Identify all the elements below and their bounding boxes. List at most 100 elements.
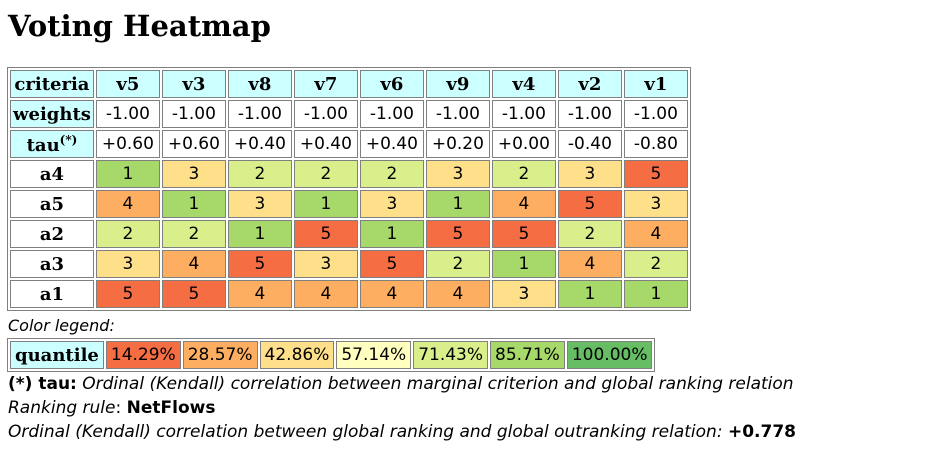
heatmap-cell: 1 — [491, 250, 556, 278]
column-header-v5: v5 — [95, 70, 160, 98]
tau-value: +0.20 — [425, 130, 490, 158]
tau-value: -0.80 — [623, 130, 688, 158]
heatmap-cell: 2 — [425, 250, 490, 278]
tau-footnote-key: (*) tau: — [8, 374, 77, 394]
heatmap-cell: 4 — [557, 250, 622, 278]
weight-value: -1.00 — [95, 100, 160, 128]
tau-value: +0.40 — [227, 130, 292, 158]
heatmap-cell: 3 — [623, 190, 688, 218]
legend-swatch: 57.14% — [336, 341, 412, 369]
tau-value: +0.00 — [491, 130, 556, 158]
heatmap-cell: 4 — [161, 250, 226, 278]
heatmap-cell: 5 — [95, 280, 160, 308]
heatmap-cell: 1 — [95, 160, 160, 188]
heatmap-cell: 1 — [161, 190, 226, 218]
criteria-header: criteria — [10, 70, 94, 98]
weight-value: -1.00 — [623, 100, 688, 128]
tau-footnote: (*) tau: Ordinal (Kendall) correlation b… — [8, 374, 794, 394]
weight-value: -1.00 — [425, 100, 490, 128]
heatmap-cell: 1 — [425, 190, 490, 218]
alternative-row-a2: a2 2 2 1 5 1 5 5 2 4 — [10, 220, 688, 248]
heatmap-cell: 3 — [161, 160, 226, 188]
column-header-v3: v3 — [161, 70, 226, 98]
tau-footnote-marker: (*) — [59, 132, 78, 147]
weight-value: -1.00 — [293, 100, 358, 128]
heatmap-cell: 4 — [359, 280, 424, 308]
alternative-row-a5: a5 4 1 3 1 3 1 4 5 3 — [10, 190, 688, 218]
alternative-row-a1: a1 5 5 4 4 4 4 3 1 1 — [10, 280, 688, 308]
legend-swatch: 100.00% — [566, 341, 653, 369]
heatmap-cell: 1 — [623, 280, 688, 308]
legend-row: quantile 14.29% 28.57% 42.86% 57.14% 71.43% 85… — [10, 341, 653, 369]
alternative-row-a4: a4 1 3 2 2 2 3 2 3 5 — [10, 160, 688, 188]
global-correlation-value: +0.778 — [727, 422, 796, 442]
ranking-rule-label: Ranking rule — [8, 398, 116, 418]
page-title: Voting Heatmap — [8, 9, 271, 43]
column-header-v7: v7 — [293, 70, 358, 98]
column-header-v8: v8 — [227, 70, 292, 98]
weight-value: -1.00 — [227, 100, 292, 128]
alternative-row-a3: a3 3 4 5 3 5 2 1 4 2 — [10, 250, 688, 278]
weight-value: -1.00 — [491, 100, 556, 128]
heatmap-cell: 3 — [293, 250, 358, 278]
color-legend-table: quantile 14.29% 28.57% 42.86% 57.14% 71.43% 85… — [7, 338, 656, 372]
heatmap-cell: 2 — [227, 160, 292, 188]
heatmap-cell: 2 — [491, 160, 556, 188]
heatmap-cell: 2 — [557, 220, 622, 248]
heatmap-cell: 5 — [425, 220, 490, 248]
legend-swatch: 14.29% — [105, 341, 181, 369]
tau-value: -0.40 — [557, 130, 622, 158]
legend-swatch: 85.71% — [490, 341, 565, 369]
column-header-v1: v1 — [623, 70, 688, 98]
heatmap-cell: 5 — [491, 220, 556, 248]
legend-swatch: 28.57% — [182, 341, 258, 369]
heatmap-cell: 2 — [293, 160, 358, 188]
heatmap-cell: 1 — [293, 190, 358, 218]
legend-title: Color legend: — [8, 316, 115, 335]
weights-header: weights — [10, 100, 94, 128]
weight-value: -1.00 — [359, 100, 424, 128]
alternative-label: a4 — [10, 160, 94, 188]
heatmap-cell: 4 — [95, 190, 160, 218]
heatmap-cell: 2 — [161, 220, 226, 248]
legend-swatch: 71.43% — [413, 341, 489, 369]
ranking-rule: Ranking rule: NetFlows — [8, 398, 215, 418]
heatmap-cell: 1 — [557, 280, 622, 308]
tau-value: +0.60 — [95, 130, 160, 158]
column-header-v4: v4 — [491, 70, 556, 98]
heatmap-cell: 3 — [227, 190, 292, 218]
tau-header: tau(*) — [10, 130, 94, 158]
header-row: criteria v5 v3 v8 v7 v6 v9 v4 v2 v1 — [10, 70, 688, 98]
heatmap-cell: 5 — [227, 250, 292, 278]
legend-quantile-label: quantile — [10, 341, 104, 369]
heatmap-cell: 3 — [95, 250, 160, 278]
column-header-v2: v2 — [557, 70, 622, 98]
heatmap-cell: 1 — [227, 220, 292, 248]
heatmap-cell: 2 — [95, 220, 160, 248]
weight-value: -1.00 — [557, 100, 622, 128]
heatmap-cell: 3 — [359, 190, 424, 218]
alternative-label: a3 — [10, 250, 94, 278]
tau-row: tau(*) +0.60 +0.60 +0.40 +0.40 +0.40 +0.20 +0.0… — [10, 130, 688, 158]
ranking-rule-sep: : — [115, 398, 127, 418]
legend-swatch: 42.86% — [259, 341, 335, 369]
heatmap-cell: 4 — [623, 220, 688, 248]
heatmap-cell: 4 — [293, 280, 358, 308]
heatmap-cell: 5 — [557, 190, 622, 218]
heatmap-cell: 1 — [359, 220, 424, 248]
alternative-label: a2 — [10, 220, 94, 248]
alternative-label: a5 — [10, 190, 94, 218]
heatmap-cell: 5 — [359, 250, 424, 278]
weights-row: weights -1.00 -1.00 -1.00 -1.00 -1.00 -1.00 -1.… — [10, 100, 688, 128]
tau-value: +0.40 — [293, 130, 358, 158]
global-correlation: Ordinal (Kendall) correlation between gl… — [8, 422, 796, 442]
ranking-rule-value: NetFlows — [126, 398, 216, 418]
tau-value: +0.60 — [161, 130, 226, 158]
heatmap-cell: 4 — [227, 280, 292, 308]
heatmap-cell: 4 — [491, 190, 556, 218]
tau-label: tau — [26, 134, 60, 156]
column-header-v9: v9 — [425, 70, 490, 98]
heatmap-cell: 2 — [623, 250, 688, 278]
heatmap-table: criteria v5 v3 v8 v7 v6 v9 v4 v2 v1 weights -1.00 -1… — [7, 67, 691, 311]
heatmap-cell: 3 — [425, 160, 490, 188]
